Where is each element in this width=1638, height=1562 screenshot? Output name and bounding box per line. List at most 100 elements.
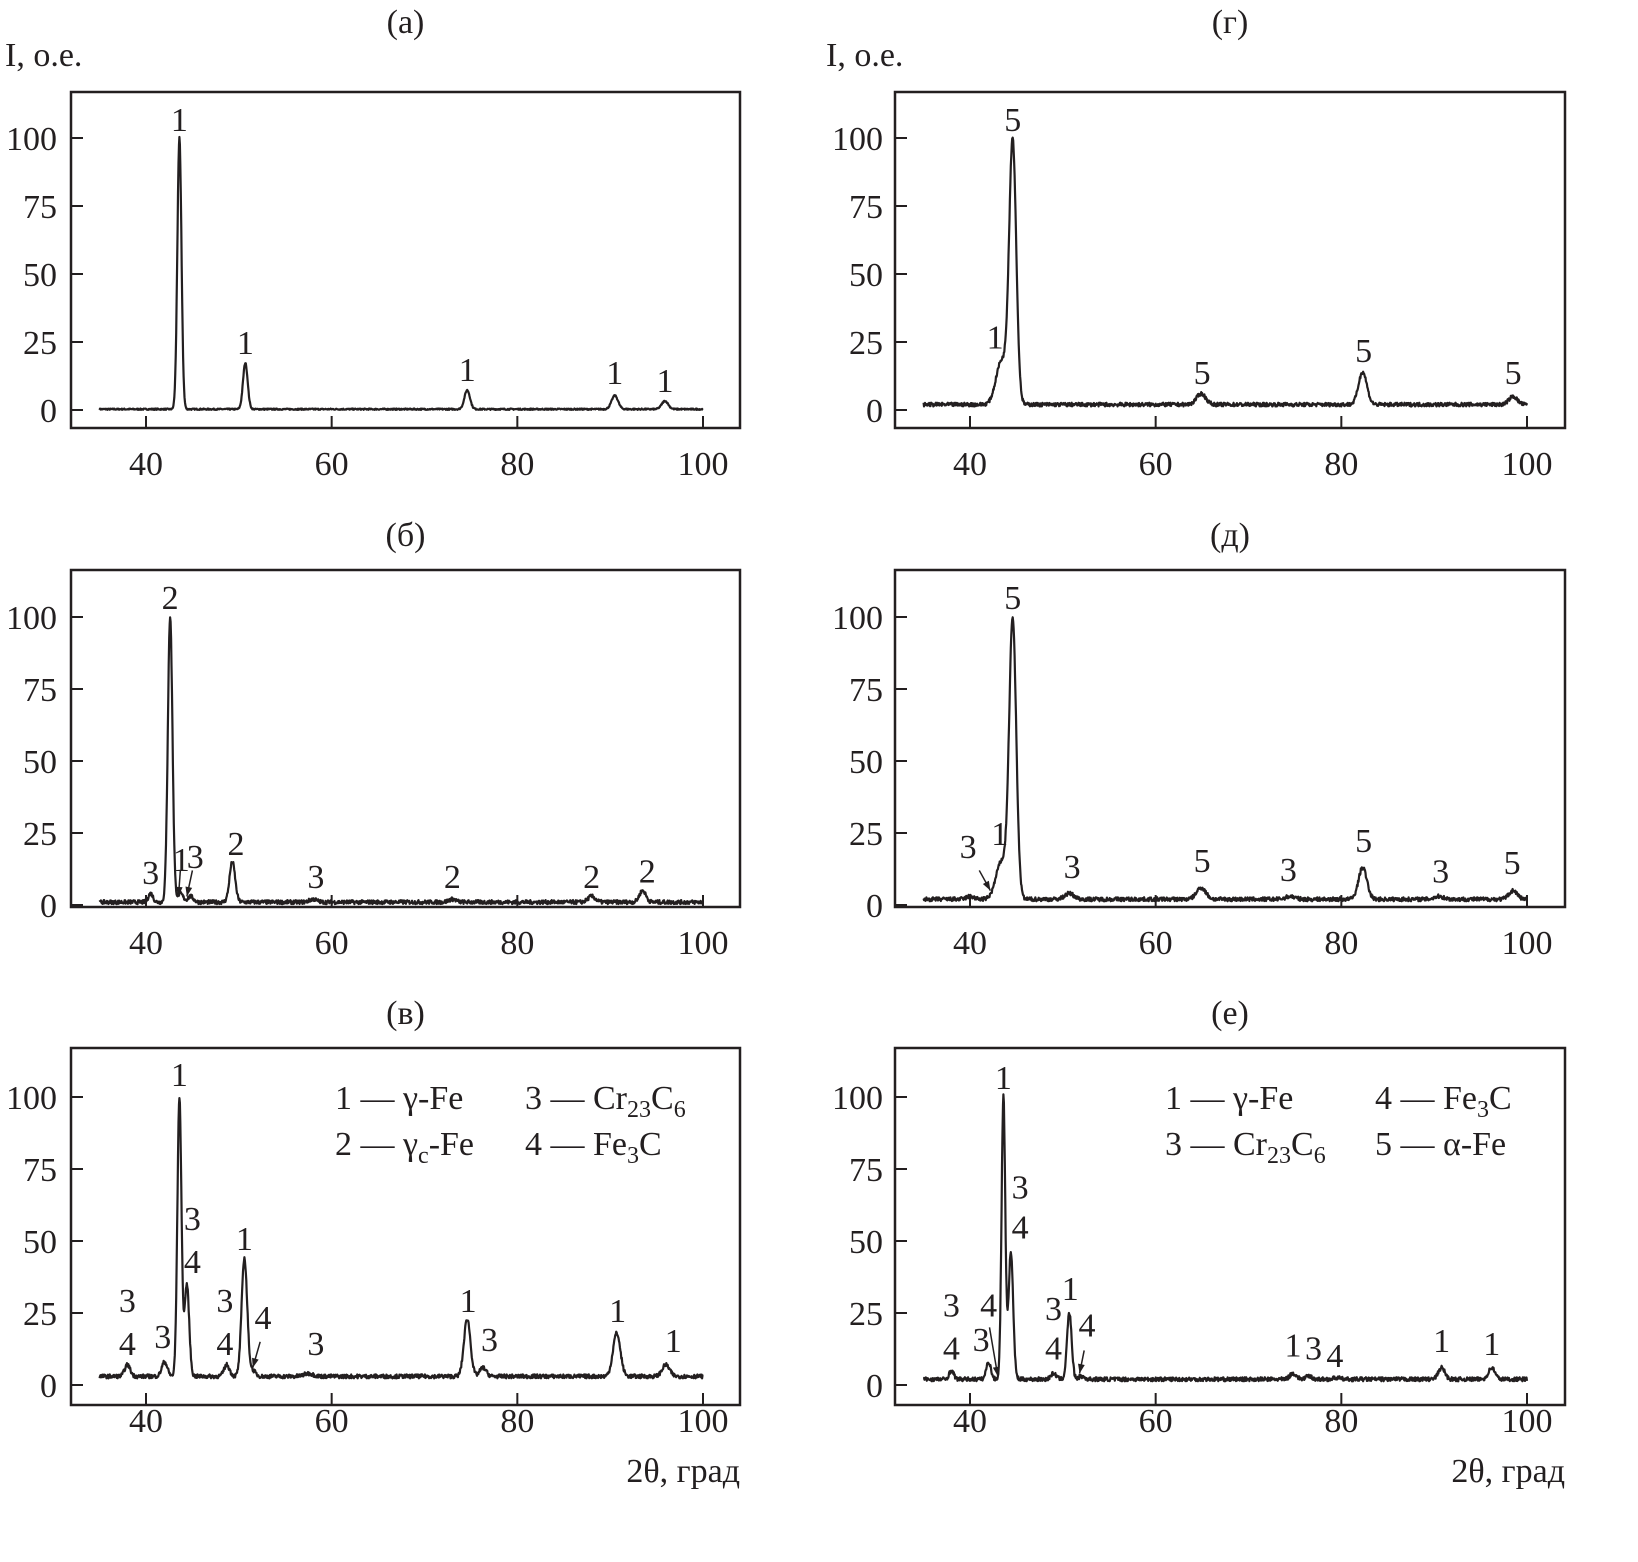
peak-label: 4 <box>216 1326 233 1363</box>
plot-frame <box>69 568 742 909</box>
peak-label: 2 <box>444 859 461 896</box>
peak-label: 1 <box>171 1057 188 1094</box>
y-tick-label: 25 <box>849 325 883 362</box>
legend-item: 1 — γ-Fe <box>1165 1080 1293 1117</box>
x-tick-label: 60 <box>315 446 349 483</box>
peak-label: 4 <box>184 1244 201 1281</box>
diffraction-curve <box>98 135 704 411</box>
legend-text: C <box>1291 1126 1314 1163</box>
x-tick-label: 60 <box>1139 446 1173 483</box>
peak-label: 1 <box>460 1283 477 1320</box>
legend-subscript: 23 <box>1267 1143 1291 1169</box>
peak-label: 4 <box>254 1300 271 1337</box>
panel-title: (б) <box>386 517 426 554</box>
peak-label: 3 <box>1012 1169 1029 1206</box>
y-tick-label: 25 <box>849 816 883 853</box>
peak-label: 3 <box>307 859 324 896</box>
arrow-head-icon <box>1078 1363 1085 1374</box>
legend-text: -Fe <box>429 1126 474 1163</box>
y-axis-label: I, о.е. <box>5 37 82 74</box>
y-tick-label: 75 <box>849 672 883 709</box>
legend-subscript: c <box>418 1143 429 1169</box>
peak-label: 3 <box>1305 1331 1322 1368</box>
panel-title: (а) <box>387 4 425 41</box>
diffraction-curve <box>922 616 1528 903</box>
peak-label: 1 <box>459 352 476 389</box>
legend-text: 4 — Fe <box>525 1126 627 1163</box>
peak-label: 4 <box>1078 1308 1095 1345</box>
peak-label: 3 <box>187 839 204 876</box>
y-tick-label: 50 <box>23 1224 57 1261</box>
legend-item: 2 — γc-Fe <box>335 1126 474 1169</box>
peak-label: 5 <box>1194 843 1211 880</box>
peak-label: 3 <box>307 1326 324 1363</box>
peak-label: 3 <box>973 1322 990 1359</box>
y-tick-label: 100 <box>6 600 57 637</box>
y-tick-label: 50 <box>849 1224 883 1261</box>
peak-label: 1 <box>1433 1323 1450 1360</box>
y-tick-label: 25 <box>849 1296 883 1333</box>
peak-label: 1 <box>1285 1328 1302 1365</box>
arrow-head-icon <box>992 1366 1000 1377</box>
peak-label: 3 <box>1432 853 1449 890</box>
legend-text: 2 — γ <box>335 1126 418 1163</box>
panel-g: (г) I, о.е. 40 60 80 100 0 25 50 75 100 5 1 5 5 5 <box>826 4 1567 483</box>
arrow-head-icon <box>175 886 183 897</box>
plot-frame <box>893 568 1567 909</box>
x-tick-label: 80 <box>500 1403 534 1440</box>
peak-label: 4 <box>943 1331 960 1368</box>
legend-text: 1 — γ-Fe <box>1165 1080 1293 1117</box>
plot-frame <box>893 1046 1567 1407</box>
y-tick-label: 50 <box>849 744 883 781</box>
y-tick-label: 0 <box>866 1368 883 1405</box>
legend-item: 5 — α-Fe <box>1375 1126 1506 1163</box>
y-tick-label: 100 <box>832 121 883 158</box>
peak-label: 5 <box>1505 355 1522 392</box>
panel-title: (д) <box>1210 517 1250 554</box>
arrow-head-icon <box>982 880 991 891</box>
x-tick-label: 100 <box>1502 925 1553 962</box>
peak-label: 5 <box>1004 580 1021 617</box>
x-tick-label: 40 <box>953 1403 987 1440</box>
peak-label: 5 <box>1355 823 1372 860</box>
peak-label: 1 <box>173 842 190 879</box>
peak-label: 1 <box>987 320 1004 357</box>
y-axis-label: I, о.е. <box>826 37 903 74</box>
peak-label: 1 <box>665 1323 682 1360</box>
x-tick-label: 80 <box>1324 925 1358 962</box>
peak-label: 3 <box>1045 1291 1062 1328</box>
peak-label: 1 <box>991 816 1008 853</box>
legend-text: 3 — Cr <box>1165 1126 1268 1163</box>
peak-label: 3 <box>142 855 159 892</box>
x-tick-label: 100 <box>1502 446 1553 483</box>
peak-label: 1 <box>171 102 188 139</box>
y-tick-label: 100 <box>832 1080 883 1117</box>
x-tick-label: 100 <box>1502 1403 1553 1440</box>
y-tick-label: 100 <box>832 600 883 637</box>
y-tick-label: 75 <box>849 189 883 226</box>
legend-subscript: 6 <box>1314 1143 1326 1169</box>
x-tick-label: 40 <box>129 1403 163 1440</box>
x-tick-label: 60 <box>1139 1403 1173 1440</box>
y-tick-label: 50 <box>23 744 57 781</box>
legend-subscript: 3 <box>1477 1097 1489 1123</box>
y-tick-label: 75 <box>23 672 57 709</box>
peak-label: 3 <box>154 1319 171 1356</box>
legend-subscript: 6 <box>674 1097 686 1123</box>
peak-label: 1 <box>606 355 623 392</box>
x-tick-label: 80 <box>1324 1403 1358 1440</box>
plot-frame <box>69 90 742 430</box>
x-tick-label: 40 <box>953 446 987 483</box>
legend-text: 5 — α-Fe <box>1375 1126 1506 1163</box>
x-tick-label: 40 <box>129 925 163 962</box>
peak-label: 1 <box>236 1221 253 1258</box>
legend-item: 4 — Fe3C <box>1375 1080 1512 1123</box>
y-tick-label: 0 <box>866 393 883 430</box>
diffraction-curve <box>98 1097 704 1380</box>
panel-title: (в) <box>386 995 425 1032</box>
peak-label: 5 <box>1504 845 1521 882</box>
x-tick-label: 60 <box>1139 925 1173 962</box>
x-tick-label: 100 <box>678 446 729 483</box>
x-tick-label: 40 <box>953 925 987 962</box>
